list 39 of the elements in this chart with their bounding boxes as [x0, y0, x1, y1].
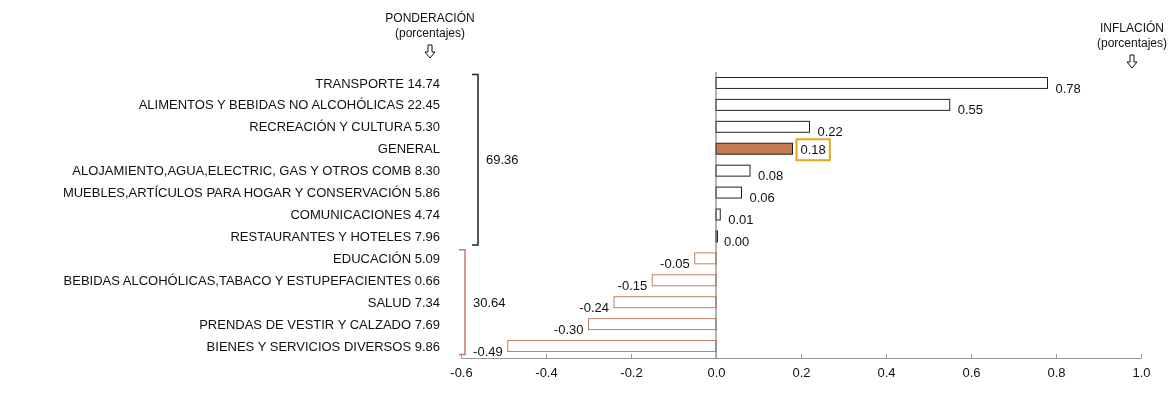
data-label: 0.01	[728, 212, 754, 228]
y-tick-label: RESTAURANTES Y HOTELES 7.96	[230, 228, 440, 244]
data-label: 0.78	[1055, 80, 1081, 96]
data-label: 0.08	[758, 168, 784, 184]
y-tick-label: GENERAL	[377, 141, 440, 157]
y-tick-label: COMUNICACIONES 4.74	[290, 207, 440, 223]
data-label: 0.22	[817, 124, 843, 140]
data-label: -0.15	[617, 277, 648, 293]
y-tick-label: SALUD 7.34	[367, 294, 440, 310]
x-tick-label: -0.2	[620, 365, 643, 381]
y-tick-label: EDUCACIÓN 5.09	[333, 250, 440, 266]
data-label: -0.24	[579, 299, 609, 315]
x-tick-label: -0.4	[535, 365, 558, 381]
y-tick-label: TRANSPORTE 14.74	[315, 75, 440, 91]
data-label: -0.30	[553, 321, 584, 337]
text: INFLACIÓN (porcentajes)	[1096, 20, 1168, 50]
annotation: 69.36	[486, 152, 519, 168]
text: PONDERACIÓN (porcentajes)	[385, 10, 475, 40]
x-tick-label: 0.2	[792, 365, 811, 381]
data-label: 0.06	[749, 190, 775, 206]
annotation: 30.64	[473, 294, 506, 310]
y-tick-label: ALOJAMIENTO,AGUA,ELECTRIC, GAS Y OTROS COMB 8.30	[72, 163, 440, 179]
x-tick-label: 1.0	[1132, 365, 1151, 381]
data-label: -0.49	[473, 343, 503, 359]
x-tick-label: 0.0	[707, 365, 726, 381]
y-tick-label: MUEBLES,ARTÍCULOS PARA HOGAR Y CONSERVACIÓN 5.86	[62, 185, 440, 201]
x-tick-label: -0.6	[450, 365, 473, 381]
y-tick-label: PRENDAS DE VESTIR Y CALZADO 7.69	[199, 316, 440, 332]
y-tick-label: BEBIDAS ALCOHÓLICAS,TABACO Y ESTUPEFACIENTES 0.66	[63, 272, 440, 288]
y-tick-label: ALIMENTOS Y BEBIDAS NO ALCOHÓLICAS 22.45	[138, 97, 440, 113]
x-tick-label: 0.4	[877, 365, 896, 381]
x-tick-label: 0.6	[962, 365, 981, 381]
data-label: -0.05	[660, 255, 690, 271]
data-label: 0.55	[957, 102, 984, 118]
x-tick-label: 0.8	[1047, 365, 1066, 381]
y-tick-label: RECREACIÓN Y CULTURA 5.30	[249, 119, 440, 135]
data-label: 0.18	[800, 142, 826, 158]
y-tick-label: BIENES Y SERVICIOS DIVERSOS 9.86	[206, 338, 440, 354]
data-label: 0.00	[724, 233, 750, 249]
